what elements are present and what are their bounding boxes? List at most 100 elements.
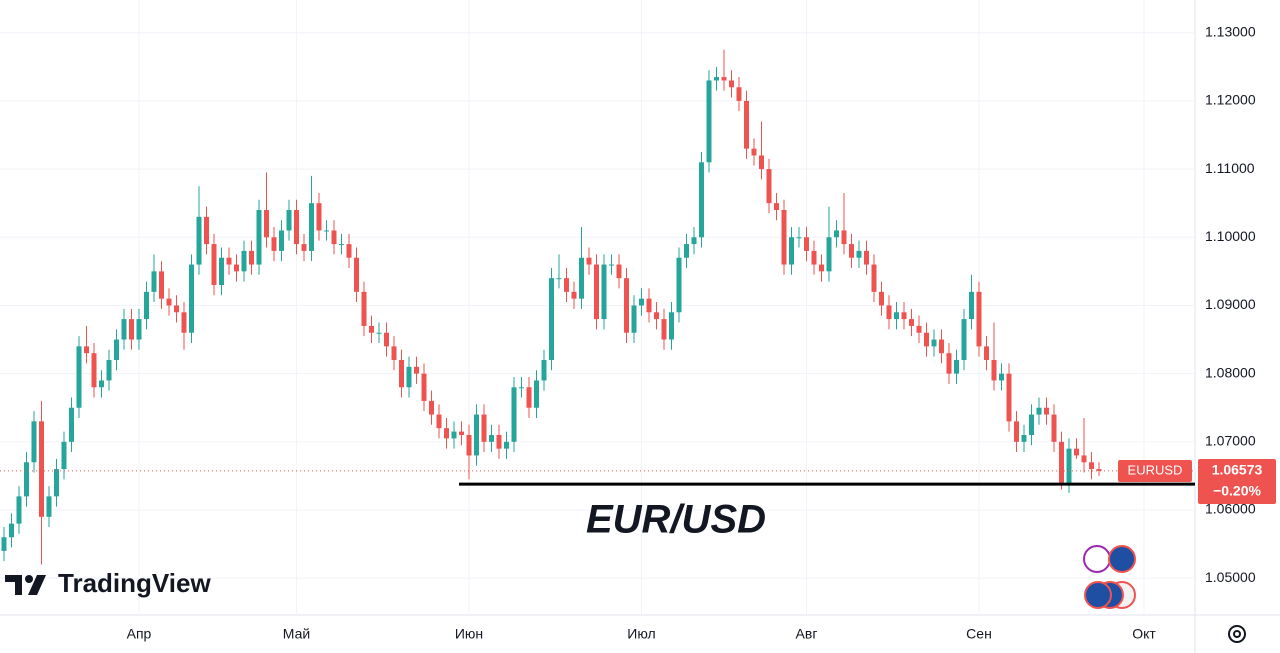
candle-body: [631, 305, 637, 333]
candle-body: [579, 257, 584, 299]
candle-body: [1006, 373, 1012, 422]
candle-body: [61, 441, 67, 470]
candle-body: [174, 305, 179, 313]
brand-logo: TradingView: [5, 568, 211, 598]
candle-body: [796, 237, 802, 239]
candle-body: [144, 291, 149, 320]
candle-body: [249, 250, 254, 265]
candle-body: [196, 216, 202, 265]
candle-body: [1051, 414, 1057, 442]
settings-icon[interactable]: [1228, 625, 1246, 643]
candle-body: [939, 339, 944, 354]
candle-body: [39, 421, 44, 517]
candle-body: [346, 244, 352, 258]
y-tick-label: 1.11000: [1205, 160, 1255, 176]
candle-body: [1044, 407, 1049, 415]
candle-body: [429, 400, 434, 415]
candle-body: [594, 264, 599, 320]
candle-body: [444, 428, 449, 439]
plot: [0, 49, 1195, 565]
candle-body: [841, 230, 847, 245]
candle-body: [226, 257, 232, 265]
candle-body: [759, 155, 764, 170]
candle-body: [999, 373, 1004, 381]
candle-body: [856, 250, 862, 258]
candle-body: [609, 264, 614, 266]
candle-body: [1059, 441, 1064, 483]
candle-body: [826, 237, 832, 272]
candle-body: [789, 237, 794, 265]
candle-body: [241, 250, 247, 272]
candle-body: [976, 291, 982, 347]
candle-body: [399, 360, 404, 388]
candle-body: [451, 431, 457, 439]
candle-body: [151, 271, 157, 292]
candle-body: [549, 278, 554, 360]
candle-body: [189, 264, 194, 333]
candle-body: [751, 148, 757, 156]
candle-body: [54, 469, 59, 497]
candle-body: [309, 203, 314, 251]
candle-body: [331, 230, 337, 245]
candle-body: [811, 250, 817, 265]
candle-body: [181, 312, 187, 333]
x-tick-label: Июл: [627, 626, 655, 642]
candle-body: [1021, 435, 1027, 442]
candle-body: [339, 244, 344, 246]
candle-body: [699, 162, 704, 238]
candle-body: [361, 291, 367, 326]
candle-body: [616, 264, 622, 279]
candle-body: [946, 353, 952, 374]
candle-body: [901, 312, 907, 320]
candle-body: [669, 312, 674, 340]
candle-body: [721, 77, 727, 81]
x-tick-label: Июн: [455, 626, 483, 642]
candle-body: [1036, 407, 1042, 415]
candle-body: [706, 80, 712, 163]
candle-body: [519, 387, 524, 389]
candle-body: [354, 257, 359, 292]
symbol-tag: [1118, 460, 1192, 482]
candle-body: [564, 278, 569, 292]
candle-body: [984, 346, 989, 360]
y-tick-label: 1.07000: [1205, 433, 1256, 449]
candle-body: [286, 210, 292, 231]
candle-body: [219, 257, 224, 285]
candle-body: [264, 210, 269, 238]
candle-body: [204, 216, 209, 245]
x-tick-label: Сен: [966, 626, 992, 642]
brand-name: TradingView: [58, 568, 211, 598]
candle-body: [1081, 455, 1087, 463]
candle-body: [31, 421, 37, 463]
candle-body: [114, 339, 119, 360]
candle-body: [136, 319, 142, 340]
candle-body: [601, 264, 607, 320]
candle-body: [586, 257, 592, 265]
candle-body: [271, 237, 277, 251]
candle-body: [834, 230, 839, 238]
x-tick-label: Май: [283, 626, 310, 642]
price-tag: [1198, 459, 1276, 504]
x-tick-label: Окт: [1132, 626, 1156, 642]
candle-body: [84, 346, 89, 354]
y-tick-label: 1.10000: [1205, 228, 1256, 244]
candle-body: [159, 271, 164, 299]
candle-body: [744, 100, 749, 149]
candle-body: [294, 210, 299, 245]
candle-body: [1096, 469, 1102, 471]
candle-body: [369, 325, 374, 333]
candle-body: [1089, 462, 1094, 470]
candle-body: [91, 353, 97, 388]
candle-body: [489, 435, 494, 442]
candle-body: [121, 319, 127, 340]
candle-body: [526, 387, 532, 408]
candle-body: [556, 278, 562, 280]
candle-body: [714, 77, 719, 81]
candle-body: [571, 291, 577, 299]
candle-body: [924, 332, 929, 347]
candle-body: [496, 435, 502, 449]
candle-body: [99, 380, 104, 388]
candle-body: [819, 264, 824, 272]
candle-body: [301, 244, 307, 251]
change-label: −0.20%: [1213, 483, 1261, 499]
